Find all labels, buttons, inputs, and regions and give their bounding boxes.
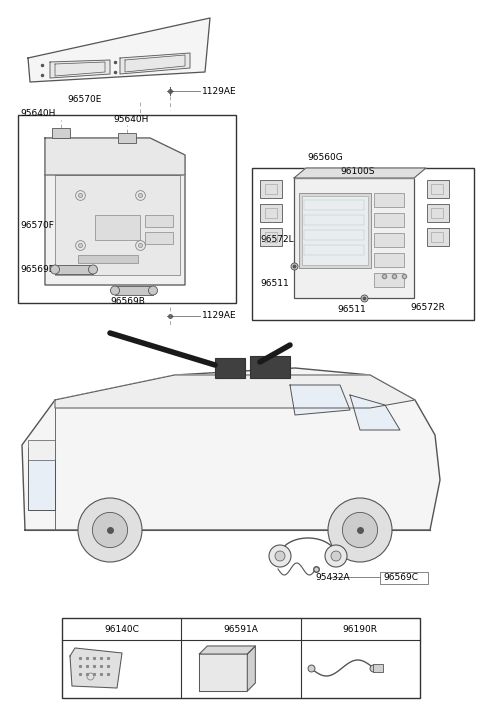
Circle shape [328,498,392,562]
Bar [304,200,364,210]
Bar [260,204,282,222]
Polygon shape [70,648,122,688]
Bar [304,215,364,225]
Text: 96190R: 96190R [343,625,378,634]
Bar [431,232,443,242]
Bar [145,215,173,227]
Polygon shape [45,138,185,285]
Text: 95432A: 95432A [315,572,349,582]
Ellipse shape [148,286,157,295]
Bar [260,180,282,198]
Bar [302,196,368,265]
Polygon shape [28,448,55,510]
Bar [52,128,70,138]
Text: 96569B: 96569B [110,297,145,305]
Bar [431,208,443,218]
Polygon shape [290,385,350,415]
Bar [299,193,371,268]
Bar [374,273,404,287]
Bar [145,232,173,244]
Bar [18,115,236,303]
Text: 96100S: 96100S [340,168,374,176]
Polygon shape [350,395,400,430]
Text: 96511: 96511 [260,278,289,288]
Text: 96570F: 96570F [20,221,54,230]
Bar [373,664,384,672]
Text: 1129AE: 1129AE [202,312,237,321]
Text: 96560G: 96560G [307,154,343,162]
Bar [374,193,404,207]
Bar [374,233,404,247]
Ellipse shape [110,286,120,295]
Bar [304,230,364,240]
Polygon shape [247,646,255,691]
Text: 96569C: 96569C [383,572,418,582]
Bar [265,184,277,194]
Bar [294,178,414,298]
Bar [427,204,449,222]
Bar [374,253,404,267]
Polygon shape [199,646,255,654]
Bar [215,358,245,378]
Text: 96511: 96511 [337,305,366,314]
Text: 95640H: 95640H [113,114,148,123]
Circle shape [269,545,291,567]
Text: 96569B: 96569B [20,264,55,274]
Text: 96572L: 96572L [260,235,294,245]
Polygon shape [45,138,185,175]
Bar [427,180,449,198]
Polygon shape [199,654,247,691]
Polygon shape [55,375,415,408]
Bar [118,133,136,143]
Text: 1129AE: 1129AE [202,87,237,95]
Bar [260,228,282,246]
Bar [427,228,449,246]
Circle shape [325,545,347,567]
Text: 96140C: 96140C [104,625,139,634]
Polygon shape [120,53,190,74]
Bar [115,286,153,295]
Circle shape [92,513,128,548]
Bar [265,232,277,242]
Ellipse shape [50,265,60,274]
Circle shape [275,551,285,561]
Polygon shape [22,368,440,530]
Polygon shape [28,18,210,82]
Bar [62,618,420,698]
Bar [431,184,443,194]
Bar [55,265,93,274]
Bar [95,215,140,240]
Polygon shape [50,60,110,78]
Ellipse shape [88,265,97,274]
Text: 96570E: 96570E [68,95,102,104]
Circle shape [78,498,142,562]
Bar [252,168,474,320]
Bar [78,255,138,263]
Bar [374,213,404,227]
Bar [380,572,428,584]
Bar [250,356,290,378]
Polygon shape [294,168,426,178]
Circle shape [342,513,378,548]
Text: 96591A: 96591A [224,625,258,634]
Circle shape [331,551,341,561]
Bar [55,175,180,275]
Bar [265,208,277,218]
Bar [28,440,55,460]
Text: 95640H: 95640H [20,109,55,118]
Bar [304,245,364,255]
Text: 96572R: 96572R [410,303,445,312]
